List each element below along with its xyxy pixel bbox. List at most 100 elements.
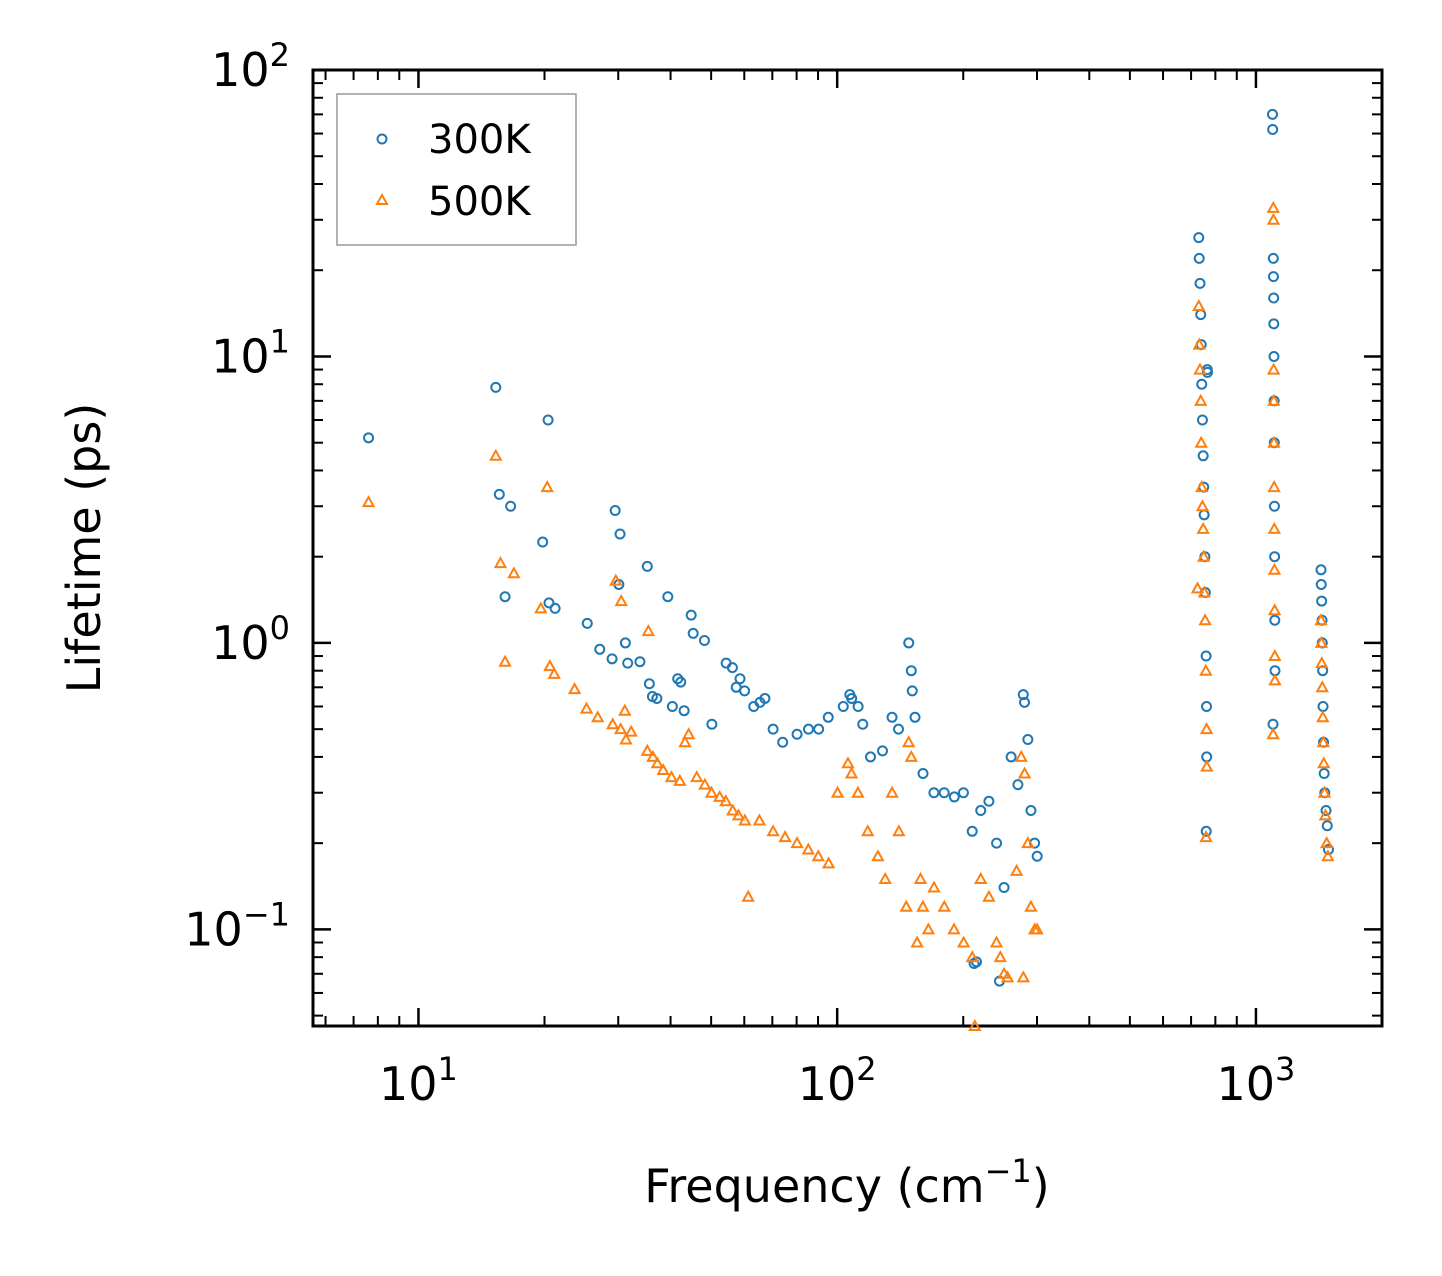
data-point xyxy=(913,871,928,884)
data-point xyxy=(1267,271,1279,283)
data-point xyxy=(937,899,951,912)
data-point xyxy=(917,768,929,780)
y-tick-label-3: 102 xyxy=(211,36,290,97)
data-point xyxy=(846,692,858,704)
data-point xyxy=(549,602,561,614)
data-point xyxy=(886,711,898,723)
data-point xyxy=(650,756,665,769)
data-point xyxy=(957,787,969,799)
data-point xyxy=(594,643,606,655)
y-axis-label: Lifetime (ps) xyxy=(57,403,111,694)
data-point xyxy=(1318,768,1330,780)
data-point xyxy=(606,717,620,730)
data-point xyxy=(1000,970,1015,983)
data-point xyxy=(821,856,836,869)
data-point xyxy=(363,432,375,444)
data-point xyxy=(989,935,1004,948)
data-point xyxy=(662,591,674,603)
data-point xyxy=(871,849,885,862)
x-tick-base: 10 xyxy=(379,1057,438,1111)
data-point xyxy=(982,889,996,902)
data-point xyxy=(567,682,582,695)
series-500K xyxy=(361,200,1335,1031)
y-tick-exp: 1 xyxy=(270,322,290,360)
data-point xyxy=(505,500,517,512)
y-tick-base: 10 xyxy=(211,616,270,670)
data-point xyxy=(916,899,930,912)
data-point xyxy=(1267,603,1282,616)
x-tick-exp: 2 xyxy=(856,1050,876,1088)
data-point xyxy=(1031,850,1043,862)
data-point xyxy=(537,536,549,548)
data-point xyxy=(543,659,557,672)
data-point xyxy=(493,488,505,500)
data-point xyxy=(1201,700,1213,712)
data-point xyxy=(507,566,521,579)
data-point xyxy=(678,735,692,748)
data-point xyxy=(706,718,718,730)
data-point xyxy=(731,808,746,821)
data-point xyxy=(991,837,1003,849)
data-point xyxy=(542,414,554,426)
data-point xyxy=(1266,362,1281,375)
data-point xyxy=(1315,578,1327,590)
x-tick-exp: 1 xyxy=(438,1050,458,1088)
data-point xyxy=(811,849,825,862)
data-point xyxy=(609,504,621,516)
data-point xyxy=(619,637,631,649)
data-point xyxy=(739,685,751,697)
points-layer xyxy=(361,108,1335,1031)
data-point xyxy=(1269,551,1281,563)
legend-marker-300k xyxy=(376,133,388,145)
data-point xyxy=(609,573,623,586)
data-point xyxy=(614,594,628,607)
data-point xyxy=(1199,830,1213,843)
data-point xyxy=(1199,663,1213,676)
data-point xyxy=(1199,722,1214,735)
data-point xyxy=(613,722,628,735)
data-point xyxy=(1269,614,1281,626)
data-point xyxy=(1019,696,1031,708)
x-tick-base: 10 xyxy=(798,1057,857,1111)
data-point xyxy=(646,749,660,762)
data-point xyxy=(1315,680,1329,693)
data-point xyxy=(851,785,865,798)
data-point xyxy=(1012,779,1024,791)
legend-marker-500k xyxy=(375,192,389,205)
data-point xyxy=(903,637,915,649)
data-point xyxy=(1196,549,1211,562)
data-point xyxy=(1197,450,1209,462)
data-point xyxy=(678,705,690,717)
data-point xyxy=(790,836,804,849)
data-point xyxy=(361,495,376,508)
data-point xyxy=(857,718,869,730)
data-point xyxy=(1025,805,1037,817)
data-point xyxy=(885,785,899,798)
data-point xyxy=(581,617,593,629)
data-point xyxy=(830,785,845,798)
data-point xyxy=(651,692,663,704)
data-point xyxy=(1267,521,1281,534)
data-point xyxy=(928,787,940,799)
data-point xyxy=(1266,212,1281,225)
data-point xyxy=(1196,521,1210,534)
data-point xyxy=(1192,298,1206,312)
data-point xyxy=(1201,366,1213,378)
data-point xyxy=(938,787,950,799)
data-point xyxy=(1198,509,1210,521)
data-point xyxy=(1190,581,1205,594)
data-point xyxy=(1317,756,1331,769)
data-point xyxy=(910,935,924,948)
data-point xyxy=(801,842,815,855)
data-point xyxy=(1268,318,1280,330)
data-point xyxy=(791,728,803,740)
x-tick-label-0: 101 xyxy=(379,1050,458,1111)
data-point xyxy=(543,597,555,609)
data-point xyxy=(1198,613,1212,626)
y-tick-exp: 0 xyxy=(270,609,290,647)
data-point xyxy=(547,666,561,679)
data-point xyxy=(641,560,653,572)
data-point xyxy=(752,813,767,826)
data-point xyxy=(844,766,859,779)
